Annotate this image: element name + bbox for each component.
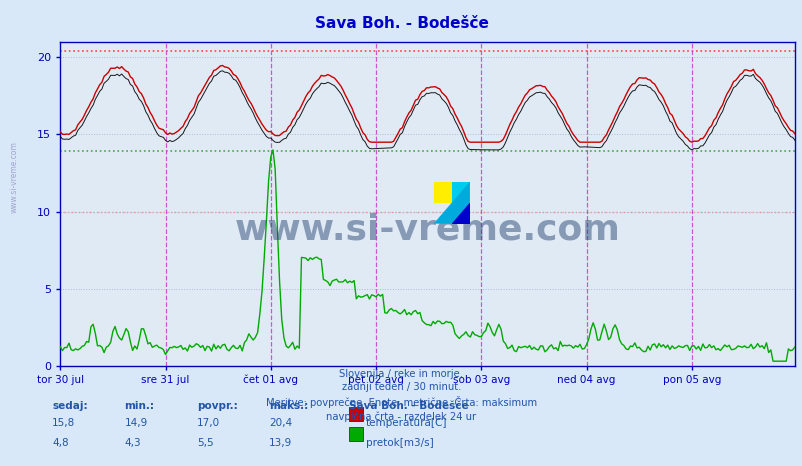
Text: maks.:: maks.: — [269, 401, 308, 411]
Text: sedaj:: sedaj: — [52, 401, 87, 411]
Text: 4,8: 4,8 — [52, 438, 69, 448]
Text: www.si-vreme.com: www.si-vreme.com — [10, 141, 18, 213]
Text: povpr.:: povpr.: — [196, 401, 237, 411]
Text: Slovenija / reke in morje.
zadnji teden / 30 minut.
Meritve: povprečne  Enote: m: Slovenija / reke in morje. zadnji teden … — [265, 369, 537, 422]
Text: pretok[m3/s]: pretok[m3/s] — [366, 438, 433, 448]
Text: 13,9: 13,9 — [269, 438, 292, 448]
Text: min.:: min.: — [124, 401, 154, 411]
Text: Sava Boh. - Bodešče: Sava Boh. - Bodešče — [314, 16, 488, 31]
Bar — [433, 182, 452, 203]
Bar — [452, 182, 469, 203]
Text: 5,5: 5,5 — [196, 438, 213, 448]
Text: temperatura[C]: temperatura[C] — [366, 418, 447, 428]
Text: 4,3: 4,3 — [124, 438, 141, 448]
Text: www.si-vreme.com: www.si-vreme.com — [234, 213, 620, 247]
Text: 17,0: 17,0 — [196, 418, 220, 428]
Text: 15,8: 15,8 — [52, 418, 75, 428]
Polygon shape — [433, 182, 469, 224]
Text: Sava Boh. - Bodešče: Sava Boh. - Bodešče — [349, 401, 468, 411]
Bar — [452, 203, 469, 224]
Text: 20,4: 20,4 — [269, 418, 292, 428]
Text: 14,9: 14,9 — [124, 418, 148, 428]
